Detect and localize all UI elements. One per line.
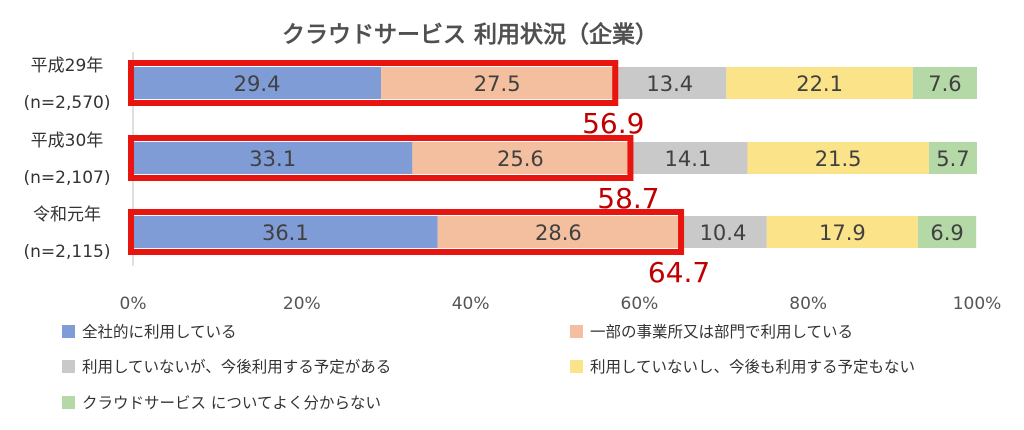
bar-segment bbox=[912, 67, 977, 99]
legend-item: クラウドサービス についてよく分からない bbox=[62, 394, 381, 412]
highlight-total: 58.7 bbox=[597, 182, 659, 215]
legend-swatch bbox=[62, 325, 75, 338]
bar-segment bbox=[133, 216, 438, 248]
data-label: 14.1 bbox=[665, 147, 712, 171]
bar-segments bbox=[133, 67, 977, 248]
x-axis-ticks: 0% 20% 40% 60% 80% 100% bbox=[120, 294, 1002, 314]
category-label: 平成29年 bbox=[31, 56, 104, 76]
legend-swatch bbox=[570, 325, 583, 338]
chart-title: クラウドサービス 利用状況（企業） bbox=[282, 21, 658, 48]
bar-segment bbox=[412, 142, 629, 174]
highlight-total: 64.7 bbox=[648, 256, 710, 289]
legend-swatch bbox=[570, 360, 583, 373]
legend-label: クラウドサービス についてよく分からない bbox=[82, 394, 381, 412]
legend-swatch bbox=[62, 360, 75, 373]
x-tick-label: 40% bbox=[452, 294, 490, 314]
highlight-box bbox=[128, 209, 685, 255]
x-tick-label: 60% bbox=[621, 294, 659, 314]
data-label: 22.1 bbox=[796, 72, 843, 96]
highlight-box bbox=[128, 60, 619, 106]
x-tick-label: 20% bbox=[283, 294, 321, 314]
x-tick-label: 100% bbox=[953, 294, 1002, 314]
bar-segment bbox=[726, 67, 913, 99]
data-label: 7.6 bbox=[928, 72, 961, 96]
category-n: (n=2,570) bbox=[24, 93, 111, 113]
data-label: 27.5 bbox=[474, 72, 521, 96]
legend-label: 一部の事業所又は部門で利用している bbox=[590, 323, 853, 341]
legend-item: 一部の事業所又は部門で利用している bbox=[570, 323, 853, 341]
highlight-total: 56.9 bbox=[582, 107, 644, 140]
category-n: (n=2,115) bbox=[24, 242, 111, 262]
category-labels: 平成29年 (n=2,570) 平成30年 (n=2,107) 令和元年 (n=2,115… bbox=[24, 56, 111, 262]
legend-label: 利用していないし、今後も利用する予定もない bbox=[590, 358, 915, 376]
bar-segment bbox=[437, 216, 680, 248]
data-label: 25.6 bbox=[497, 147, 544, 171]
data-label: 5.7 bbox=[936, 147, 969, 171]
bar-segment bbox=[133, 142, 413, 174]
data-label: 28.6 bbox=[535, 221, 582, 245]
data-label: 29.4 bbox=[234, 72, 281, 96]
highlight-boxes bbox=[128, 60, 685, 255]
category-label: 平成30年 bbox=[31, 131, 104, 151]
data-label: 6.9 bbox=[930, 221, 963, 245]
bar-segment bbox=[613, 67, 727, 99]
data-label: 13.4 bbox=[646, 72, 693, 96]
x-tick-label: 0% bbox=[120, 294, 147, 314]
legend-item: 全社的に利用している bbox=[62, 323, 237, 341]
bar-segment bbox=[133, 67, 382, 99]
highlight-totals: 56.9 58.7 64.7 bbox=[582, 107, 710, 289]
data-label: 36.1 bbox=[262, 221, 309, 245]
bar-segment bbox=[628, 142, 748, 174]
bar-segment bbox=[747, 142, 929, 174]
highlight-box bbox=[128, 135, 634, 181]
bar-segment bbox=[766, 216, 918, 248]
x-tick-label: 80% bbox=[789, 294, 827, 314]
data-label: 21.5 bbox=[815, 147, 862, 171]
category-n: (n=2,107) bbox=[24, 168, 111, 188]
bar-segment bbox=[679, 216, 767, 248]
legend-swatch bbox=[62, 396, 75, 409]
bar-segment bbox=[917, 216, 977, 248]
data-label: 17.9 bbox=[819, 221, 866, 245]
legend-item: 利用していないが、今後利用する予定がある bbox=[62, 358, 391, 376]
bar-segment bbox=[381, 67, 614, 99]
data-label: 33.1 bbox=[249, 147, 296, 171]
category-label: 令和元年 bbox=[33, 205, 101, 225]
legend-item: 利用していないし、今後も利用する予定もない bbox=[570, 358, 915, 376]
bar-segment bbox=[928, 142, 977, 174]
legend-label: 全社的に利用している bbox=[82, 323, 237, 341]
data-labels: 29.4 27.5 13.4 22.1 7.6 33.1 25.6 14.1 21.5 5.7 36… bbox=[234, 72, 970, 245]
data-label: 10.4 bbox=[700, 221, 747, 245]
legend: 全社的に利用している 一部の事業所又は部門で利用している利用していないが、今後利用… bbox=[62, 323, 915, 412]
legend-label: 利用していないが、今後利用する予定がある bbox=[82, 358, 391, 376]
